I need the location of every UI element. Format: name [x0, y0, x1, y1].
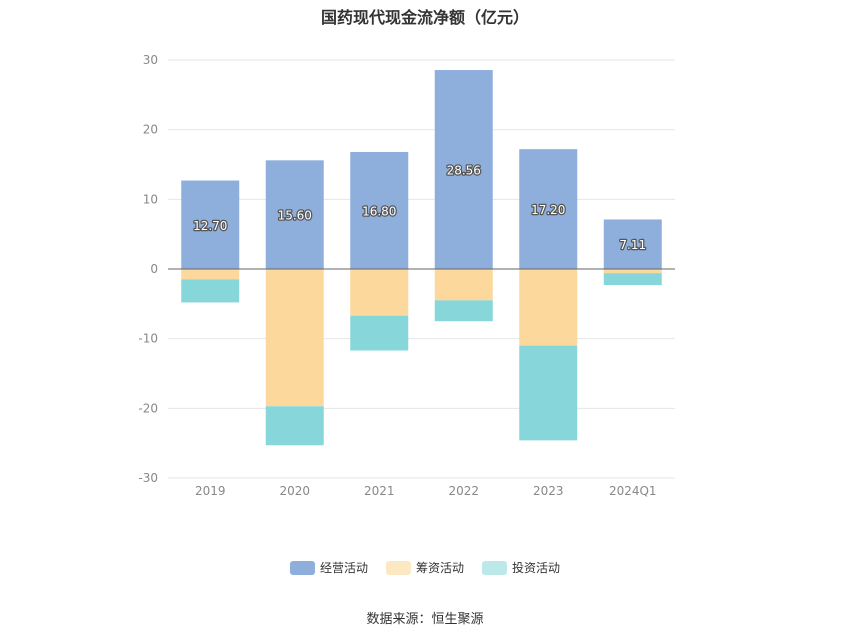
bars [181, 70, 662, 446]
bar-2021-series-1 [350, 269, 409, 316]
x-tick-label: 2024Q1 [609, 484, 657, 498]
bar-2019-series-2 [181, 279, 240, 303]
y-tick-label: 20 [143, 123, 158, 137]
y-tick-label: 10 [143, 192, 158, 206]
y-tick-label: -30 [138, 471, 158, 485]
x-tick-label: 2023 [533, 484, 564, 498]
legend-label-operating: 经营活动 [319, 561, 368, 575]
x-tick-label: 2020 [279, 484, 310, 498]
y-tick-label: -10 [138, 332, 158, 346]
legend-swatch-investing [482, 560, 507, 575]
x-axis: 2019 2020 2021 2022 2023 2024Q1 [195, 484, 657, 498]
bar-2019-series-1 [181, 269, 240, 280]
bar-2023-series-2 [519, 345, 578, 441]
legend: 经营活动 筹资活动 投资活动 [0, 559, 850, 576]
y-tick-label: -20 [138, 401, 158, 415]
legend-item-financing[interactable]: 筹资活动 [385, 559, 464, 576]
data-labels: 12.70 15.60 16.80 28.56 17.20 7.11 [192, 162, 648, 253]
y-tick-label: 0 [150, 262, 158, 276]
legend-label-financing: 筹资活动 [415, 561, 464, 575]
legend-label-investing: 投资活动 [512, 561, 561, 575]
bar-2024Q1-series-2 [603, 273, 662, 286]
data-label: 16.80 [362, 204, 396, 218]
data-label: 15.60 [278, 209, 312, 223]
legend-swatch-financing [385, 560, 411, 575]
bar-2022-series-1 [434, 269, 493, 301]
data-label: 17.20 [531, 203, 565, 217]
bar-2022-series-0 [434, 70, 493, 269]
bar-2023-series-0 [519, 149, 578, 269]
legend-item-operating[interactable]: 经营活动 [289, 559, 368, 576]
legend-swatch-operating [289, 560, 315, 575]
x-tick-label: 2021 [364, 484, 395, 498]
data-source: 数据来源：恒生聚源 [366, 612, 484, 627]
y-axis: 30 20 10 0 -10 -20 -30 [138, 53, 158, 485]
chart-title: 国药现代现金流净额（亿元） [320, 8, 529, 27]
data-label: 28.56 [447, 164, 481, 178]
bar-2024Q1-series-0 [603, 219, 662, 269]
stacked-bar-chart: 30 20 10 0 -10 -20 -30 12.70 15.60 16.80 28.56 17.… [138, 53, 675, 498]
legend-item-investing[interactable]: 投资活动 [482, 559, 560, 576]
data-label: 12.70 [193, 219, 227, 233]
bar-2021-series-0 [350, 151, 409, 269]
bar-2020-series-1 [265, 269, 324, 407]
bar-2022-series-2 [434, 300, 493, 322]
x-tick-label: 2019 [195, 484, 226, 498]
bar-2024Q1-series-1 [603, 269, 662, 274]
bar-2023-series-1 [519, 269, 578, 346]
bar-2019-series-0 [181, 180, 240, 269]
data-label: 7.11 [619, 238, 646, 252]
bar-2021-series-2 [350, 315, 409, 351]
bar-2020-series-2 [265, 406, 324, 446]
bar-2020-series-0 [265, 160, 324, 269]
x-tick-label: 2022 [448, 484, 479, 498]
y-tick-label: 30 [143, 53, 158, 67]
